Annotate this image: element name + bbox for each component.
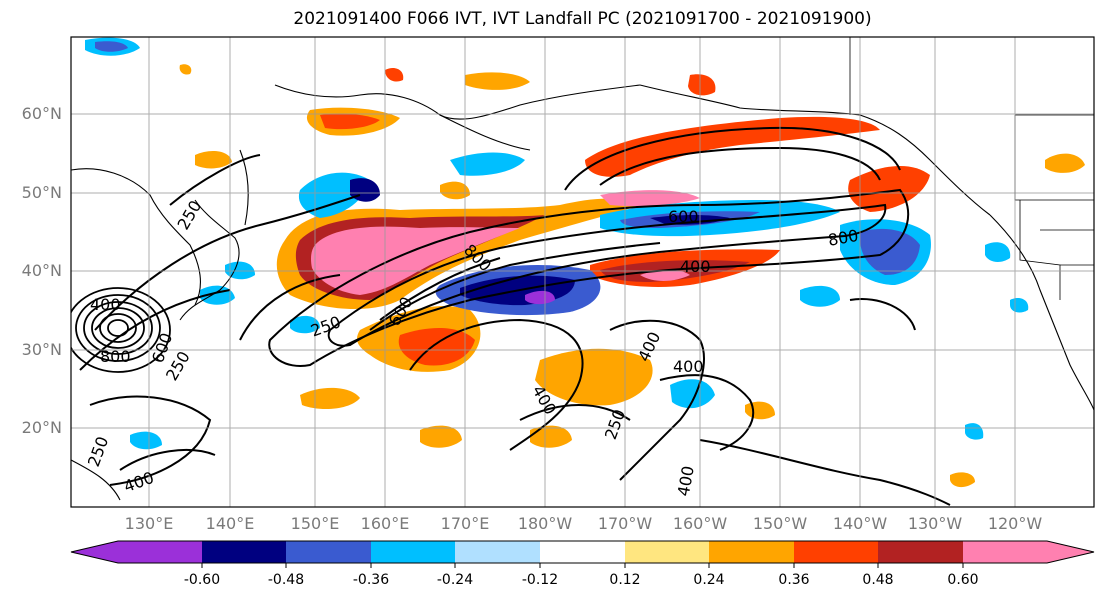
colorbar-tick-label: -0.24 [436,572,474,588]
colorbar-segment [202,541,286,563]
colorbar-segment [794,541,878,563]
contour-label: 400 [680,257,711,276]
colorbar-tick-label: -0.36 [352,572,390,588]
lon-label: 130°E [124,514,174,533]
lat-label: 30°N [21,340,62,359]
graticule [71,37,1094,507]
colorbar-tick-label: 0.48 [862,572,894,588]
colorbar-tick-label: 0.24 [693,572,725,588]
lon-label: 120°W [987,514,1043,533]
lon-label: 160°E [360,514,410,533]
map-panel: 250 250 250 600 800 400 800 600 600 800 … [71,37,1094,507]
colorbar-segment [371,541,455,563]
positive-anomaly-fill [179,64,1085,488]
map-frame [70,36,1095,508]
colorbar-segment [540,541,625,563]
cyclone-contours [71,287,171,373]
contour-label: 800 [100,347,131,366]
lat-label: 40°N [21,261,62,280]
lon-label: 150°W [752,514,808,533]
colorbar-segment [71,541,202,563]
colorbar-segment [709,541,794,563]
coastlines [71,84,1094,501]
lat-label: 50°N [21,183,62,202]
colorbar-tick-label: -0.12 [521,572,559,588]
lon-label: 150°E [290,514,340,533]
colorbar-segment [455,541,540,563]
lon-label: 160°W [672,514,728,533]
map-title: 2021091400 F066 IVT, IVT Landfall PC (20… [293,9,872,29]
colorbar-segment [963,541,1094,563]
colorbar-segment [286,541,371,563]
lon-label: 170°E [440,514,490,533]
ivt-contours [79,126,951,506]
colorbar-tick-label: 0.36 [778,572,810,588]
contour-label: 600 [668,207,699,226]
contour-label: 400 [673,357,704,376]
lon-label: 140°E [205,514,255,533]
colorbar-tick-label: 0.12 [609,572,641,588]
colorbar-segment [878,541,963,563]
colorbar-tick-label: 0.60 [947,572,979,588]
lon-label: 130°W [907,514,963,533]
lat-label: 20°N [21,418,62,437]
lon-label: 180°W [517,514,573,533]
lat-label: 60°N [21,104,62,123]
lon-label: 170°W [597,514,653,533]
lon-label: 140°W [832,514,888,533]
colorbar-tick-label: -0.60 [183,572,221,588]
colorbar-tick-label: -0.48 [267,572,305,588]
colorbar-segment [625,541,709,563]
contour-label: 400 [90,295,121,314]
colorbar [70,540,1095,568]
